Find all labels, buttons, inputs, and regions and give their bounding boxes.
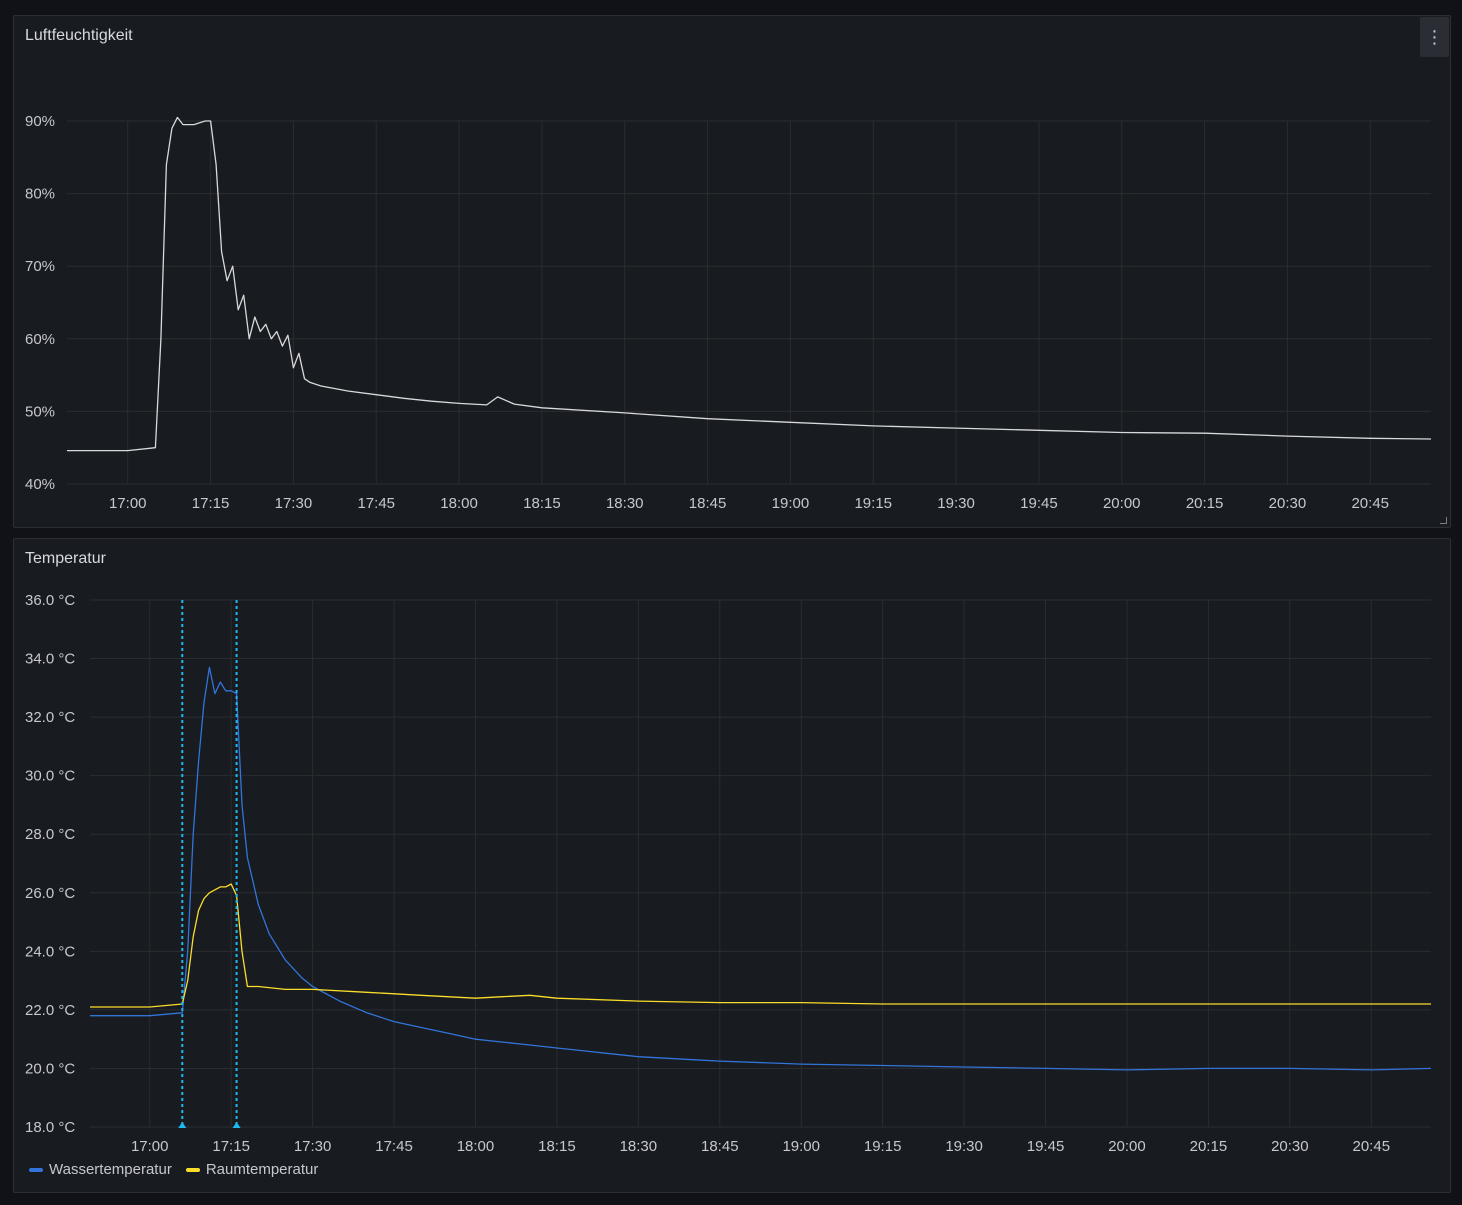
y-tick-label: 30.0 °C bbox=[25, 768, 75, 785]
x-tick-label: 19:30 bbox=[937, 495, 975, 512]
y-tick-label: 90% bbox=[25, 113, 55, 130]
x-tick-label: 20:30 bbox=[1271, 1138, 1309, 1155]
x-tick-label: 17:45 bbox=[357, 495, 395, 512]
x-tick-label: 20:30 bbox=[1269, 495, 1307, 512]
x-tick-label: 18:00 bbox=[457, 1138, 495, 1155]
x-tick-label: 19:00 bbox=[772, 495, 810, 512]
y-tick-label: 70% bbox=[25, 258, 55, 275]
annotation-marker[interactable] bbox=[178, 1122, 187, 1128]
x-tick-label: 17:15 bbox=[212, 1138, 250, 1155]
legend-swatch bbox=[29, 1167, 43, 1172]
x-tick-label: 19:45 bbox=[1020, 495, 1058, 512]
x-tick-label: 17:30 bbox=[294, 1138, 332, 1155]
y-tick-label: 26.0 °C bbox=[25, 885, 75, 902]
x-tick-label: 20:45 bbox=[1351, 495, 1389, 512]
y-tick-label: 34.0 °C bbox=[25, 651, 75, 668]
x-tick-label: 18:00 bbox=[440, 495, 478, 512]
legend-label: Raumtemperatur bbox=[205, 1161, 319, 1178]
x-tick-label: 18:30 bbox=[606, 495, 644, 512]
x-tick-label: 17:45 bbox=[375, 1138, 413, 1155]
series-line-raumtemperatur[interactable] bbox=[90, 883, 1431, 1008]
x-tick-label: 18:15 bbox=[538, 1138, 576, 1155]
x-tick-label: 18:30 bbox=[620, 1138, 658, 1155]
y-tick-label: 28.0 °C bbox=[25, 826, 75, 843]
panel-menu-button[interactable]: ⋮ bbox=[1420, 17, 1449, 57]
panel-title: Temperatur bbox=[25, 550, 106, 567]
x-tick-label: 18:45 bbox=[701, 1138, 739, 1155]
annotation-marker[interactable] bbox=[232, 1122, 241, 1128]
x-tick-label: 20:00 bbox=[1103, 495, 1141, 512]
y-tick-label: 36.0 °C bbox=[25, 592, 75, 609]
x-tick-label: 20:45 bbox=[1353, 1138, 1391, 1155]
x-tick-label: 20:00 bbox=[1108, 1138, 1146, 1155]
x-tick-label: 18:15 bbox=[523, 495, 561, 512]
x-tick-label: 19:15 bbox=[864, 1138, 902, 1155]
y-tick-label: 20.0 °C bbox=[25, 1060, 75, 1077]
x-tick-label: 19:00 bbox=[782, 1138, 820, 1155]
resize-handle-icon[interactable] bbox=[1440, 517, 1447, 524]
y-tick-label: 18.0 °C bbox=[25, 1119, 75, 1136]
legend-item-wassertemperatur[interactable]: Wassertemperatur bbox=[29, 1161, 172, 1178]
x-tick-label: 17:30 bbox=[275, 495, 313, 512]
y-tick-label: 22.0 °C bbox=[25, 1002, 75, 1019]
x-tick-label: 17:00 bbox=[109, 495, 147, 512]
temperature-panel: Temperatur 18.0 °C 20.0 °C 22.0 °C 24.0 °C 2… bbox=[13, 538, 1451, 1193]
kebab-menu-icon: ⋮ bbox=[1425, 26, 1444, 47]
legend: Wassertemperatur Raumtemperatur bbox=[29, 1161, 318, 1178]
y-tick-label: 50% bbox=[25, 403, 55, 420]
series-line-wassertemperatur[interactable] bbox=[90, 666, 1432, 1071]
x-tick-label: 18:45 bbox=[689, 495, 727, 512]
x-tick-label: 19:15 bbox=[854, 495, 892, 512]
legend-label: Wassertemperatur bbox=[49, 1161, 172, 1178]
x-tick-label: 17:15 bbox=[192, 495, 230, 512]
panel-title: Luftfeuchtigkeit bbox=[25, 27, 133, 44]
y-tick-label: 24.0 °C bbox=[25, 943, 75, 960]
y-tick-label: 40% bbox=[25, 476, 55, 493]
humidity-chart[interactable]: 40% 50% 60% 70% 80% 90% 17:00 17:15 17:30 17:45 18… bbox=[14, 16, 1452, 529]
legend-item-raumtemperatur[interactable]: Raumtemperatur bbox=[185, 1161, 319, 1178]
temperature-chart[interactable]: 18.0 °C 20.0 °C 22.0 °C 24.0 °C 26.0 °C 28.0 … bbox=[14, 539, 1452, 1194]
humidity-panel: Luftfeuchtigkeit ⋮ 40% 50% 60% 70% 80% 90% 17:… bbox=[13, 15, 1451, 528]
y-tick-label: 80% bbox=[25, 186, 55, 203]
x-tick-label: 20:15 bbox=[1186, 495, 1224, 512]
y-tick-label: 60% bbox=[25, 331, 55, 348]
x-tick-label: 19:45 bbox=[1027, 1138, 1065, 1155]
x-tick-label: 19:30 bbox=[945, 1138, 983, 1155]
legend-swatch bbox=[185, 1167, 200, 1172]
y-tick-label: 32.0 °C bbox=[25, 709, 75, 726]
series-line-humidity[interactable] bbox=[67, 116, 1432, 452]
x-tick-label: 17:00 bbox=[131, 1138, 169, 1155]
x-tick-label: 20:15 bbox=[1190, 1138, 1228, 1155]
